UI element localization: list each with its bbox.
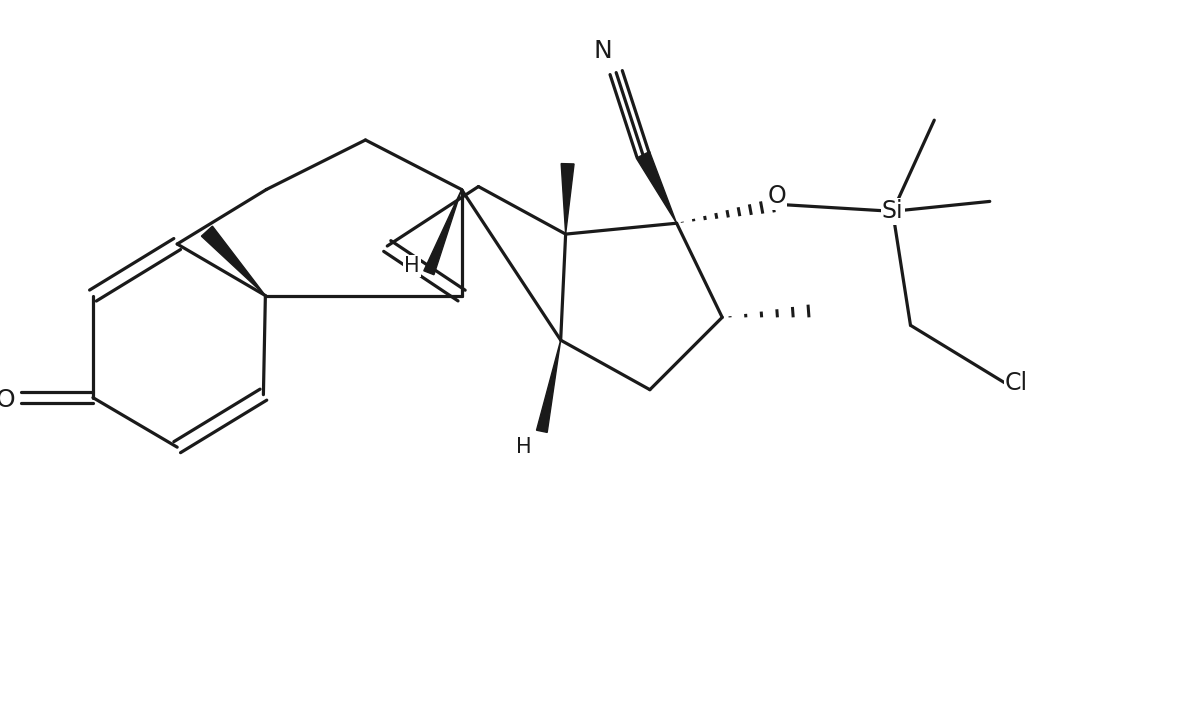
Text: H: H bbox=[517, 437, 532, 457]
Text: O: O bbox=[0, 387, 15, 412]
Text: O: O bbox=[767, 184, 786, 209]
Polygon shape bbox=[424, 189, 462, 275]
Text: Cl: Cl bbox=[1005, 371, 1028, 394]
Text: N: N bbox=[593, 38, 612, 63]
Polygon shape bbox=[537, 340, 560, 432]
Polygon shape bbox=[636, 152, 676, 224]
Text: H: H bbox=[404, 256, 420, 276]
Text: Si: Si bbox=[882, 199, 903, 224]
Polygon shape bbox=[201, 226, 266, 295]
Polygon shape bbox=[561, 164, 574, 234]
